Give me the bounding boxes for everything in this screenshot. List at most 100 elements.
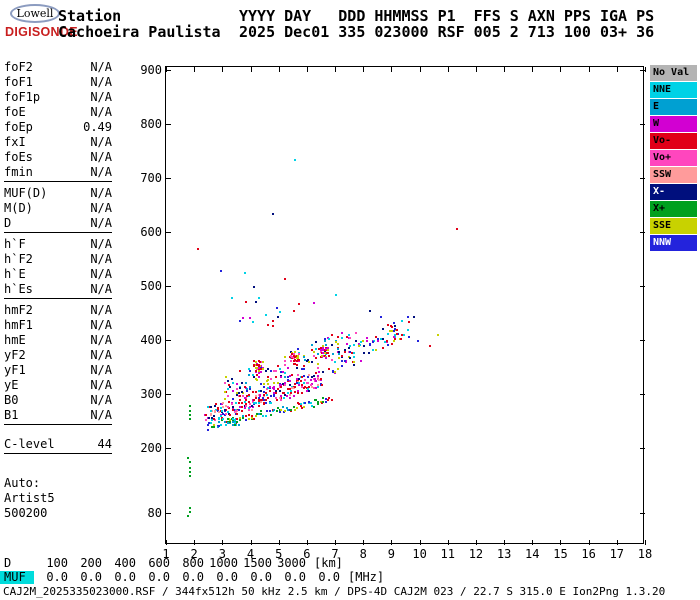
tick-mark <box>166 123 171 125</box>
header-field-value: RSF <box>437 23 465 41</box>
x-tick-label: 5 <box>275 547 283 561</box>
param-value: N/A <box>90 135 112 149</box>
echo-point <box>291 356 294 358</box>
echo-point <box>347 350 350 353</box>
param-separator <box>4 181 112 182</box>
echo-point <box>284 356 287 358</box>
echo-point <box>298 353 301 356</box>
echo-point <box>251 400 254 403</box>
echo-point <box>263 393 266 396</box>
param-label: foE <box>4 105 26 119</box>
echo-point <box>257 399 260 402</box>
param-value: N/A <box>90 252 112 266</box>
echo-point <box>292 395 295 398</box>
echo-point <box>222 405 225 408</box>
echo-point <box>357 345 360 348</box>
header-field-label: HHMMSS <box>374 7 429 25</box>
echo-point <box>188 404 191 407</box>
echo-point <box>240 410 243 412</box>
echo-point <box>284 360 287 362</box>
echo-point <box>380 338 383 341</box>
echo-point <box>230 418 233 421</box>
echo-point <box>354 331 357 334</box>
row-value: 1000 <box>209 556 238 570</box>
echo-point <box>188 418 191 421</box>
echo-point <box>226 395 229 398</box>
echo-point <box>216 407 219 410</box>
echo-point <box>363 351 366 354</box>
echo-point <box>233 420 236 423</box>
echo-point <box>212 426 215 429</box>
echo-point <box>282 396 285 399</box>
echo-point <box>216 410 219 412</box>
echo-point <box>270 401 273 404</box>
echo-point <box>394 334 397 337</box>
echo-point <box>280 384 283 387</box>
echo-point <box>297 389 299 392</box>
echo-point <box>222 401 225 404</box>
echo-point <box>368 342 371 345</box>
x-tick-label: 1 <box>162 547 170 561</box>
echo-point <box>381 327 384 330</box>
echo-point <box>298 358 301 361</box>
param-value: N/A <box>90 201 112 215</box>
tick-mark <box>166 512 171 514</box>
echo-point <box>290 408 292 411</box>
param-label: foEs <box>4 150 33 164</box>
echo-point <box>436 334 439 337</box>
echo-point <box>301 407 304 410</box>
echo-point <box>298 360 301 362</box>
echo-point <box>216 408 219 411</box>
echo-point <box>251 373 254 376</box>
echo-point <box>322 396 325 399</box>
echo-point <box>294 385 297 388</box>
header-field-value: 023000 <box>374 23 429 41</box>
echo-point <box>312 387 315 389</box>
echo-point <box>392 330 395 333</box>
param-label: yF2 <box>4 348 26 362</box>
echo-point <box>225 404 228 407</box>
param-label: h`F2 <box>4 252 33 266</box>
param-group: MUF(D) N/A M(D) N/A D N/A <box>4 186 112 231</box>
echo-point <box>218 424 221 427</box>
echo-point <box>301 384 304 387</box>
echo-point <box>208 422 211 425</box>
echo-point <box>304 378 307 381</box>
echo-point <box>368 310 371 313</box>
header-field-value: 713 <box>527 23 555 41</box>
echo-point <box>349 350 352 353</box>
row-value: 1500 <box>243 556 272 570</box>
echo-point <box>319 349 322 352</box>
echo-point <box>266 410 268 412</box>
echo-point <box>374 349 377 352</box>
echo-point <box>242 392 245 395</box>
echo-point <box>408 335 411 338</box>
echo-point <box>325 356 328 358</box>
header-field: AXN 713 <box>528 8 555 40</box>
echo-point <box>219 269 222 272</box>
echo-point <box>295 366 298 369</box>
echo-point <box>392 339 395 342</box>
echo-point <box>337 353 340 356</box>
param-row: C-level 44 <box>4 437 112 452</box>
echo-point <box>268 400 271 403</box>
echo-point <box>333 361 336 364</box>
echo-point <box>322 346 325 349</box>
echo-point <box>381 346 384 349</box>
echo-point <box>326 346 329 349</box>
param-group: hmF2 N/A hmF1 N/A hmE N/A yF2 N/A yF1 N/A yE N/A B0 N… <box>4 303 112 423</box>
echo-point <box>387 343 390 346</box>
distance-row: D 100 200 400 600 800 1000 1500 3000 [km] <box>0 557 343 570</box>
echo-point <box>308 389 311 392</box>
echo-point <box>209 414 212 416</box>
param-row: foF2 N/A <box>4 60 112 75</box>
echo-point <box>259 395 261 398</box>
echo-point <box>288 380 291 383</box>
echo-point <box>209 410 212 412</box>
echo-point <box>305 360 308 362</box>
tick-mark <box>335 67 337 72</box>
echo-point <box>205 419 208 422</box>
echo-point <box>267 387 270 389</box>
echo-point <box>282 392 285 395</box>
